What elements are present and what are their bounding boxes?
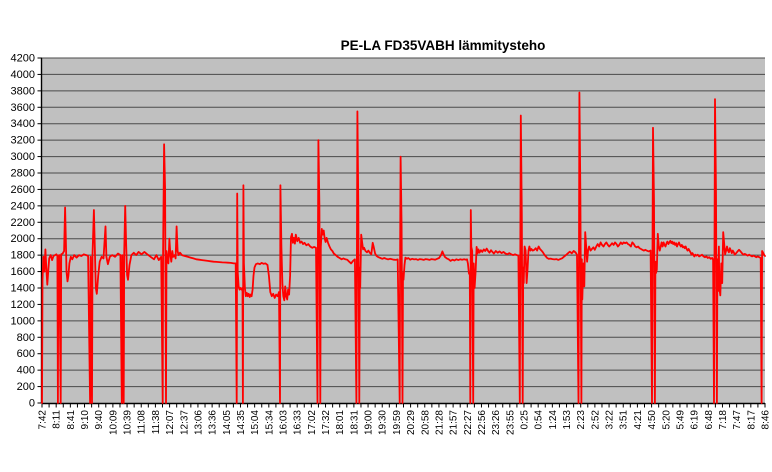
x-axis-tick-label: 15:34 xyxy=(264,410,275,435)
x-axis-tick-label: 8:46 xyxy=(761,410,772,430)
x-axis-tick-label: 12:07 xyxy=(165,410,176,435)
x-axis-tick-label: 2:52 xyxy=(590,410,601,430)
y-axis-tick-label: 400 xyxy=(17,365,35,377)
x-axis-tick-label: 9:40 xyxy=(94,410,105,430)
x-axis-tick-label: 7:42 xyxy=(38,410,49,430)
x-axis-tick-label: 0:54 xyxy=(534,410,545,430)
x-axis-tick-label: 2:23 xyxy=(576,410,587,430)
y-axis-tick-label: 3600 xyxy=(11,102,35,114)
x-axis-tick-label: 14:05 xyxy=(222,410,233,435)
x-axis-tick-label: 3:51 xyxy=(619,410,630,430)
y-axis-tick-label: 2400 xyxy=(11,200,35,212)
y-axis-tick-label: 4200 xyxy=(11,53,35,65)
x-axis-tick-label: 16:03 xyxy=(279,410,290,435)
x-axis-tick-label: 17:02 xyxy=(307,410,318,435)
y-axis-tick-label: 1000 xyxy=(11,315,35,327)
x-axis-tick-label: 21:57 xyxy=(449,410,460,435)
y-axis-tick-label: 600 xyxy=(17,348,35,360)
x-axis-tick-label: 18:31 xyxy=(349,410,360,435)
x-axis-tick-label: 8:41 xyxy=(66,410,77,430)
y-axis-tick-label: 1600 xyxy=(11,266,35,278)
x-axis-tick-label: 4:21 xyxy=(633,410,644,430)
x-axis-tick-label: 12:37 xyxy=(179,410,190,435)
y-axis-tick-label: 0 xyxy=(29,398,35,410)
x-axis-tick-label: 19:00 xyxy=(364,410,375,435)
series-line xyxy=(41,91,766,404)
x-axis-tick-label: 7:18 xyxy=(718,410,729,430)
x-axis-tick-label: 5:20 xyxy=(661,410,672,430)
x-axis-tick-label: 22:56 xyxy=(477,410,488,435)
y-axis-tick-label: 1400 xyxy=(11,283,35,295)
y-axis-tick-label: 3800 xyxy=(11,85,35,97)
x-axis-tick-label: 5:49 xyxy=(675,410,686,430)
y-axis-tick-label: 800 xyxy=(17,332,35,344)
x-axis-tick-label: 14:35 xyxy=(236,410,247,435)
x-axis-tick-label: 6:19 xyxy=(690,410,701,430)
x-axis-tick-label: 4:50 xyxy=(647,410,658,430)
x-axis-tick-label: 15:04 xyxy=(250,410,261,435)
x-axis-tick-label: 18:01 xyxy=(335,410,346,435)
x-axis-tick-label: 23:55 xyxy=(505,410,516,435)
x-axis-tick-label: 3:22 xyxy=(605,410,616,430)
y-axis-tick-label: 2000 xyxy=(11,233,35,245)
x-axis-tick-label: 11:08 xyxy=(137,410,148,435)
x-axis-tick-label: 1:53 xyxy=(562,410,573,430)
x-axis-tick-label: 19:59 xyxy=(392,410,403,435)
x-axis-tick-label: 0:25 xyxy=(520,410,531,430)
x-axis-tick-label: 20:29 xyxy=(406,410,417,435)
y-axis-tick-label: 3400 xyxy=(11,118,35,130)
y-axis-tick-label: 1200 xyxy=(11,299,35,311)
x-axis-tick-label: 11:38 xyxy=(151,410,162,435)
y-axis-tick-label: 2200 xyxy=(11,217,35,229)
y-axis-tick-label: 3200 xyxy=(11,135,35,147)
x-axis-tick-label: 10:39 xyxy=(123,410,134,435)
y-axis-tick-label: 3000 xyxy=(11,151,35,163)
x-axis-tick-label: 22:27 xyxy=(463,410,474,435)
x-axis-tick-label: 1:24 xyxy=(548,410,559,430)
y-axis-tick-label: 200 xyxy=(17,381,35,393)
x-axis-tick-label: 7:47 xyxy=(732,410,743,430)
x-axis-tick-label: 10:09 xyxy=(108,410,119,435)
x-axis-tick-label: 8:17 xyxy=(746,410,757,430)
x-axis-tick-label: 16:33 xyxy=(293,410,304,435)
x-axis-tick-label: 19:30 xyxy=(378,410,389,435)
x-axis-tick-label: 23:26 xyxy=(491,410,502,435)
x-axis-tick-label: 13:36 xyxy=(208,410,219,435)
x-axis-tick-label: 6:48 xyxy=(704,410,715,430)
y-axis-tick-label: 4000 xyxy=(11,69,35,81)
x-axis-tick-label: 20:58 xyxy=(420,410,431,435)
x-axis-tick-label: 13:06 xyxy=(193,410,204,435)
x-axis-tick-label: 21:28 xyxy=(434,410,445,435)
y-axis-tick-label: 2600 xyxy=(11,184,35,196)
x-axis-tick-label: 17:32 xyxy=(321,410,332,435)
y-axis-tick-label: 2800 xyxy=(11,168,35,180)
x-axis-tick-label: 9:10 xyxy=(80,410,91,430)
y-axis-tick-label: 1800 xyxy=(11,250,35,262)
x-axis-tick-label: 8:11 xyxy=(52,410,63,429)
chart-title: PE-LA FD35VABH lämmitysteho xyxy=(340,38,546,53)
